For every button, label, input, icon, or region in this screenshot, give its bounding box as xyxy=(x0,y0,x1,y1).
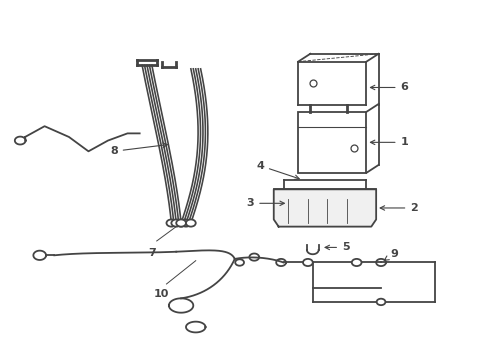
Bar xyxy=(298,112,366,173)
Circle shape xyxy=(176,220,185,226)
Text: 3: 3 xyxy=(246,198,284,208)
Text: 9: 9 xyxy=(384,248,398,260)
Text: 4: 4 xyxy=(256,161,299,179)
Circle shape xyxy=(303,259,312,266)
Circle shape xyxy=(235,259,244,266)
Polygon shape xyxy=(273,189,375,226)
Text: 1: 1 xyxy=(370,138,407,147)
Circle shape xyxy=(176,220,185,226)
Text: 2: 2 xyxy=(379,203,417,213)
Text: 10: 10 xyxy=(154,289,169,300)
Text: 6: 6 xyxy=(370,82,407,93)
Circle shape xyxy=(171,220,181,226)
Text: 8: 8 xyxy=(110,143,167,156)
Circle shape xyxy=(376,299,385,305)
Circle shape xyxy=(181,220,190,226)
Circle shape xyxy=(185,220,195,226)
Circle shape xyxy=(351,259,361,266)
Text: 5: 5 xyxy=(325,242,349,252)
Text: 7: 7 xyxy=(148,248,155,258)
Circle shape xyxy=(166,220,176,226)
